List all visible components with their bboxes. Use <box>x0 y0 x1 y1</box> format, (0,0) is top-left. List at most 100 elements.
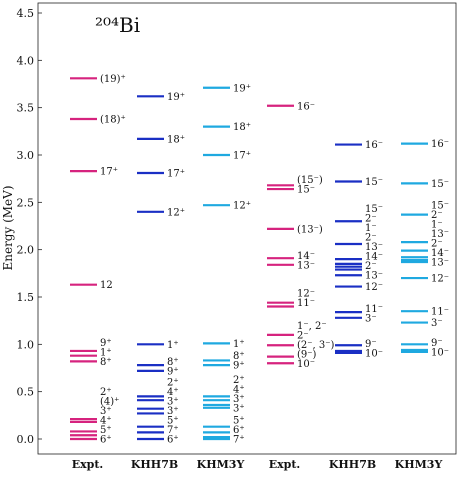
level-label: 3⁺ <box>167 406 179 417</box>
level-labels-layer: 6⁺5⁺4⁺3⁺(4)⁺2⁺8⁺1⁺9⁺1217⁺(18)⁺(19)⁺6⁺7⁺5… <box>100 74 449 446</box>
level-label: 13⁻ <box>297 260 315 271</box>
level-label: 12⁻ <box>365 282 383 293</box>
column-name: KHH7B <box>131 458 178 471</box>
level-label: 3⁻ <box>365 313 377 324</box>
level-label: 3⁺ <box>233 403 245 414</box>
level-label: 1⁺ <box>167 340 179 351</box>
level-label: 11⁻ <box>365 304 383 315</box>
y-tick-label: 3.5 <box>17 102 35 115</box>
level-label: (18)⁺ <box>100 115 126 126</box>
y-tick-label: 2.5 <box>17 196 35 209</box>
column-name: Expt. <box>72 458 104 471</box>
level-label: 1⁻, 2⁻ <box>297 321 327 332</box>
level-label: 8⁺ <box>100 357 112 368</box>
plot-frame <box>37 2 457 455</box>
level-label: 6⁺ <box>167 435 179 446</box>
level-label: (9⁻) <box>297 349 317 360</box>
level-label: 12 <box>100 280 113 291</box>
level-label: 15⁻ <box>297 185 315 196</box>
level-label: 14⁻ <box>297 251 315 262</box>
level-label: (13⁻) <box>297 224 323 235</box>
level-label: 11⁻ <box>431 307 449 318</box>
level-label: 16⁻ <box>431 139 449 150</box>
level-label: 5⁺ <box>167 416 179 427</box>
chart-title: ²⁰⁴Bi <box>95 13 140 37</box>
level-label: 1⁻ <box>365 223 377 234</box>
column-name: Expt. <box>269 458 301 471</box>
level-label: 2⁻ <box>365 233 377 244</box>
column-name: KHH7B <box>329 458 376 471</box>
level-label: 12⁺ <box>167 207 185 218</box>
level-label: 17⁺ <box>167 168 185 179</box>
level-label: 7⁺ <box>233 435 245 446</box>
level-label: 4⁺ <box>167 387 179 398</box>
level-label: 2⁺ <box>233 375 245 386</box>
y-tick-label: 4.0 <box>17 54 35 67</box>
y-tick-label: 0.5 <box>17 386 35 399</box>
level-label: 5⁺ <box>100 425 112 436</box>
level-label: 18⁺ <box>167 134 185 145</box>
level-label: 15⁻ <box>365 177 383 188</box>
level-label: 14⁻ <box>431 248 449 259</box>
column-group <box>335 143 362 354</box>
level-label: 9⁺ <box>100 338 112 349</box>
level-label: 2⁻ <box>431 210 443 221</box>
level-label: 10⁻ <box>431 347 449 358</box>
level-label: 12⁺ <box>233 201 251 212</box>
level-label: 3⁺ <box>233 394 245 405</box>
level-label: 13⁻ <box>365 242 383 253</box>
level-label: (15⁻) <box>297 175 323 186</box>
level-label: 13⁻ <box>431 229 449 240</box>
level-label: (19)⁺ <box>100 74 126 85</box>
level-label: 6⁺ <box>100 435 112 446</box>
level-label: 2⁻ <box>297 330 309 341</box>
level-label: 18⁺ <box>233 122 251 133</box>
level-label: 2⁻ <box>365 261 377 272</box>
column-group <box>137 95 164 441</box>
level-label: 19⁺ <box>167 92 185 103</box>
level-label: 2⁻ <box>431 238 443 249</box>
level-label: 9⁺ <box>233 361 245 372</box>
level-label: 6⁺ <box>233 425 245 436</box>
level-label: 9⁺ <box>167 366 179 377</box>
level-label: 9⁻ <box>431 338 443 349</box>
level-label: 10⁻ <box>365 348 383 359</box>
column-group <box>70 77 97 441</box>
column-name: KHM3Y <box>197 458 245 471</box>
level-label: 16⁻ <box>297 101 315 112</box>
y-tick-label: 1.0 <box>17 338 35 351</box>
level-label: (4)⁺ <box>100 397 119 408</box>
level-label: 4⁺ <box>233 384 245 395</box>
level-label: 17⁺ <box>100 167 118 178</box>
level-label: 12⁻ <box>297 289 315 300</box>
level-label: 2⁺ <box>100 387 112 398</box>
level-label: 8⁺ <box>233 351 245 362</box>
level-label: 7⁺ <box>167 425 179 436</box>
level-label: 1⁺ <box>233 339 245 350</box>
level-label: 14⁻ <box>365 252 383 263</box>
level-label: 12⁻ <box>431 274 449 285</box>
level-label: 2⁻ <box>365 214 377 225</box>
level-label: 5⁺ <box>233 416 245 427</box>
level-label: 11⁻ <box>297 298 315 309</box>
column-group <box>267 104 294 365</box>
level-label: 16⁻ <box>365 140 383 151</box>
level-label: 9⁻ <box>365 339 377 350</box>
level-label: 3⁻ <box>431 318 443 329</box>
level-label: 13⁻ <box>431 257 449 268</box>
y-tick-label: 0.0 <box>17 433 35 446</box>
column-name: KHM3Y <box>395 458 443 471</box>
column-group <box>203 86 230 441</box>
level-label: 1⁺ <box>100 347 112 358</box>
levels-layer <box>70 77 428 441</box>
column-names: Expt. KHH7B KHM3Y Expt. KHH7B KHM3Y <box>72 458 443 471</box>
y-axis: 0.0 0.5 1.0 1.5 2.0 2.5 3.0 3.5 4.0 4.5 <box>17 7 42 446</box>
level-label: 1⁻ <box>431 219 443 230</box>
y-axis-label: Energy (MeV) <box>1 185 15 270</box>
y-tick-label: 4.5 <box>17 7 35 20</box>
level-label: 15⁻ <box>431 200 449 211</box>
level-label: 8⁺ <box>167 357 179 368</box>
level-label: 15⁻ <box>365 204 383 215</box>
level-label: 13⁻ <box>365 271 383 282</box>
